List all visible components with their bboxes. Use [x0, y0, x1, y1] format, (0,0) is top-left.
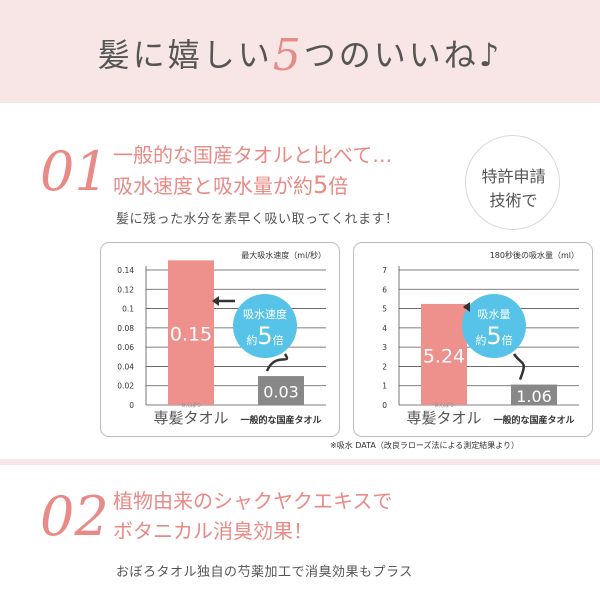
badge-line1: 特許申請: [481, 167, 546, 186]
category-label: 専髪タオル: [153, 409, 228, 427]
callout-suffix: 倍: [502, 333, 513, 347]
y-tick-label: 3: [382, 343, 387, 352]
connector-curve: [265, 353, 289, 372]
y-tick-label: 0.12: [117, 285, 134, 294]
chart-title: 最大吸水速度（ml/秒）: [241, 250, 326, 260]
section-2-heading-line2: ボタニカル消臭効果！: [113, 519, 313, 543]
callout-prefix: 約: [475, 333, 486, 347]
section-2-number: 02: [40, 485, 109, 548]
y-tick-label: 2: [382, 362, 387, 371]
category-ruby: せんぱつ: [434, 402, 454, 409]
bar-value-label: 1.06: [516, 387, 552, 406]
header-banner: 髪に嬉しい5つのいいね♪: [0, 0, 600, 103]
y-tick-label: 4: [382, 324, 387, 333]
badge-line2: 技術で: [489, 191, 538, 210]
y-tick-label: 0.04: [117, 362, 134, 371]
bar-value-label: 0.15: [170, 324, 212, 346]
section-1-heading-line1: 一般的な国産タオルと比べて…: [113, 143, 393, 167]
banner-title: 髪に嬉しい5つのいいね♪: [0, 30, 600, 81]
banner-title-number: 5: [272, 30, 304, 81]
bar-value-label: 5.24: [423, 345, 465, 367]
callout-value: 約5倍: [246, 322, 283, 350]
chart-absorption-amount: 180秒後の吸水量（ml） 0 1 2 3 4 5 6 7 5.24 1.06 せんぱつ 専髪タオル 一般…: [353, 242, 593, 437]
bar-senpatsu-towel: [168, 260, 214, 405]
arrow-head: [212, 296, 219, 306]
section-1-heading-number: 5: [313, 171, 329, 199]
callout-circle: [462, 294, 526, 358]
connector-curve: [512, 353, 525, 381]
section-2-subtext: おぼろタオル独自の芍薬加工で消臭効果もプラス: [116, 565, 413, 580]
section-1-subtext: 髪に残った水分を素早く吸い取ってくれます！: [116, 212, 399, 227]
category-ruby: せんぱつ: [181, 402, 201, 409]
arrow-head: [463, 302, 470, 312]
callout-value: 約5倍: [475, 322, 512, 350]
y-tick-label: 0.02: [117, 382, 134, 391]
callout-number: 5: [486, 322, 501, 350]
section-2-heading-line1: 植物由来のシャクヤクエキスで: [113, 489, 393, 513]
banner-title-text-after: つのいいね♪: [303, 36, 503, 74]
callout-circle: [233, 294, 297, 358]
y-tick-label: 0.1: [122, 305, 134, 314]
banner-title-text-before: 髪に嬉しい: [97, 36, 273, 74]
bar-domestic-towel: [258, 376, 304, 405]
y-tick-label: 0.06: [117, 343, 134, 352]
bar-senpatsu-towel: [421, 303, 467, 405]
callout-suffix: 倍: [273, 333, 284, 347]
bar-value-label: 0.03: [263, 383, 299, 402]
y-tick-label: 5: [382, 305, 387, 314]
category-label: 一般的な国産タオル: [240, 414, 321, 426]
section-divider: [0, 459, 600, 465]
category-label: 一般的な国産タオル: [493, 414, 574, 426]
y-tick-label: 7: [382, 266, 387, 275]
section-1-heading-line2: 吸水速度と吸水量が約5倍: [113, 170, 348, 201]
y-tick-label: 6: [382, 285, 387, 294]
chart-absorption-speed: 最大吸水速度（ml/秒） 0 0.02 0.04 0.06 0.08 0.1 0.12 0.14…: [100, 242, 340, 437]
y-tick-label: 0: [382, 401, 387, 410]
y-tick-label: 1: [382, 382, 387, 391]
callout-label: 吸水量: [478, 308, 511, 321]
y-tick-label: 0.14: [117, 266, 134, 275]
callout-prefix: 約: [246, 333, 257, 347]
y-tick-label: 0: [129, 401, 134, 410]
bar-domestic-towel: [511, 384, 557, 405]
section-1-heading-suffix: 倍: [328, 174, 349, 198]
category-label: 専髪タオル: [406, 409, 481, 427]
section-1-number: 01: [40, 140, 109, 203]
callout-number: 5: [257, 322, 272, 350]
patent-badge: 特許申請 技術で: [465, 135, 560, 230]
chart-absorption-speed-svg: 最大吸水速度（ml/秒） 0 0.02 0.04 0.06 0.08 0.1 0.12 0.14…: [117, 250, 326, 427]
chart-note: ※吸水 DATA（改良ラローズ法による測定結果より）: [330, 441, 520, 450]
chart-title: 180秒後の吸水量（ml）: [490, 250, 579, 260]
y-tick-label: 0.08: [117, 324, 134, 333]
callout-label: 吸水速度: [243, 307, 287, 321]
section-1-heading-line2-text: 吸水速度と吸水量が約: [113, 174, 313, 198]
